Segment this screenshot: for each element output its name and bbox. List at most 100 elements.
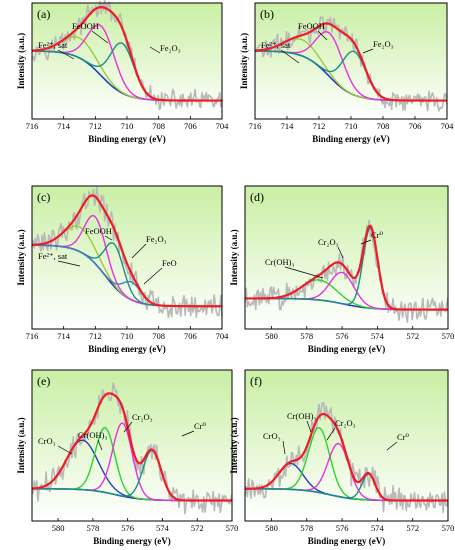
peak-label: Fe₂O₃ [146, 234, 167, 244]
peak-label: Cr(OH)₃ [287, 411, 316, 421]
plot-frame [244, 185, 449, 330]
x-tick-label: 710 [121, 121, 134, 131]
x-tick-label: 580 [265, 331, 278, 341]
x-tick-label: 572 [406, 523, 419, 533]
x-tick-label: 706 [184, 331, 197, 341]
label-leader-line [91, 30, 109, 44]
y-axis-title: Intensity (a.u.) [16, 33, 26, 89]
x-axis-title: Binding energy (eV) [308, 344, 386, 354]
peak-label: FeOOH [72, 21, 99, 31]
envelope-series [31, 194, 222, 308]
panel-f: 580 578 576 574 572 570 Binding energy (eV) Int… [229, 369, 455, 546]
envelope-series [245, 224, 448, 311]
label-leader-line [149, 46, 161, 54]
label-leader-line [362, 48, 374, 54]
label-leader-line [326, 427, 336, 441]
label-leader-line [337, 246, 344, 259]
x-tick-label: 580 [265, 523, 278, 533]
label-leader-line [181, 430, 195, 437]
peak-label: CrO₃ [263, 431, 281, 441]
peak-label: FeOOH [298, 21, 325, 31]
x-tick-label: 574 [371, 523, 385, 533]
peak-label: Cr(OH)₃ [265, 257, 294, 267]
envelope-series [245, 412, 448, 502]
envelope-series [31, 392, 232, 502]
x-tick-label: 708 [152, 331, 165, 341]
x-tick-label: 570 [442, 523, 455, 533]
panel-label: (f) [250, 374, 262, 388]
x-tick-label: 716 [26, 121, 39, 131]
x-axis-title: Binding energy (eV) [88, 134, 166, 144]
label-leader-line [282, 440, 286, 455]
panel-label: (a) [37, 7, 50, 21]
x-tick-label: 714 [57, 121, 71, 131]
peak-label: Cr₂O₃ [318, 237, 339, 247]
x-tick-label: 578 [86, 523, 99, 533]
y-axis-title: Intensity (a.u.) [16, 417, 26, 473]
y-axis-title: Intensity (a.u.) [229, 417, 239, 473]
peak-label: Cr⁰ [371, 230, 384, 240]
peak-label: Cr₂O₃ [132, 412, 153, 422]
peak-label: Fe₂O₃ [160, 43, 181, 53]
y-axis-title: Intensity (a.u.) [16, 229, 26, 285]
x-tick-label: 704 [216, 331, 230, 341]
envelope-series [254, 22, 447, 102]
y-axis-title: Intensity (a.u.) [239, 33, 249, 89]
label-leader-line [143, 267, 163, 285]
y-axis-title: Intensity (a.u.) [229, 229, 239, 285]
panel-label: (b) [260, 7, 274, 21]
x-tick-label: 714 [281, 121, 295, 131]
peak-label: Cr⁰ [397, 432, 410, 442]
x-tick-label: 572 [406, 331, 419, 341]
label-leader-line [123, 421, 133, 433]
peak-label: Cr₂O₃ [335, 418, 356, 428]
x-tick-label: 578 [300, 331, 313, 341]
label-leader-line [386, 441, 398, 451]
x-tick-label: 712 [89, 121, 102, 131]
x-tick-label: 716 [26, 331, 39, 341]
raw-spectrum-series [31, 187, 223, 319]
x-tick-label: 570 [442, 331, 455, 341]
x-tick-label: 574 [156, 523, 170, 533]
label-leader-line [306, 420, 312, 433]
panel-label: (d) [250, 190, 264, 204]
peak-label: Cr⁰ [194, 421, 207, 431]
x-tick-label: 572 [191, 523, 204, 533]
x-tick-label: 710 [345, 121, 358, 131]
x-tick-label: 714 [57, 331, 71, 341]
x-tick-label: 574 [371, 331, 385, 341]
x-axis-title: Binding energy (eV) [308, 536, 386, 546]
peak-label: CrO₃ [38, 436, 56, 446]
x-tick-label: 710 [121, 331, 134, 341]
peak-label: Fe₂O₃ [373, 39, 394, 49]
x-axis-title: Binding energy (eV) [88, 344, 166, 354]
raw-spectrum-series [254, 16, 448, 112]
panel-d: 580 578 576 574 572 570 Binding energy (eV) Int… [229, 185, 455, 354]
peak-label: FeO [162, 258, 177, 268]
x-tick-label: 704 [216, 121, 230, 131]
label-leader-line [104, 235, 113, 241]
panel-label: (c) [37, 190, 50, 204]
x-tick-label: 704 [441, 121, 455, 131]
raw-spectrum-series [244, 219, 449, 324]
x-tick-label: 708 [152, 121, 165, 131]
x-tick-label: 712 [313, 121, 326, 131]
label-leader-line [57, 260, 81, 267]
x-axis-title: Binding energy (eV) [93, 536, 171, 546]
x-tick-label: 576 [336, 523, 349, 533]
x-tick-label: 706 [184, 121, 197, 131]
peak-label: Fe²⁺, sat [261, 40, 291, 50]
label-leader-line [280, 49, 300, 64]
peak-label: Fe²⁺, sat [38, 40, 68, 50]
label-leader-line [131, 243, 147, 259]
x-tick-label: 570 [226, 523, 239, 533]
x-tick-label: 708 [377, 121, 390, 131]
panel-label: (e) [37, 374, 50, 388]
x-axis-title: Binding energy (eV) [312, 134, 390, 144]
label-leader-line [284, 266, 324, 279]
x-tick-label: 716 [249, 121, 262, 131]
panel-a: 716 714 712 710 708 706 704 Binding energy (eV)… [16, 0, 229, 144]
label-leader-line [57, 445, 73, 455]
x-tick-label: 576 [121, 523, 134, 533]
